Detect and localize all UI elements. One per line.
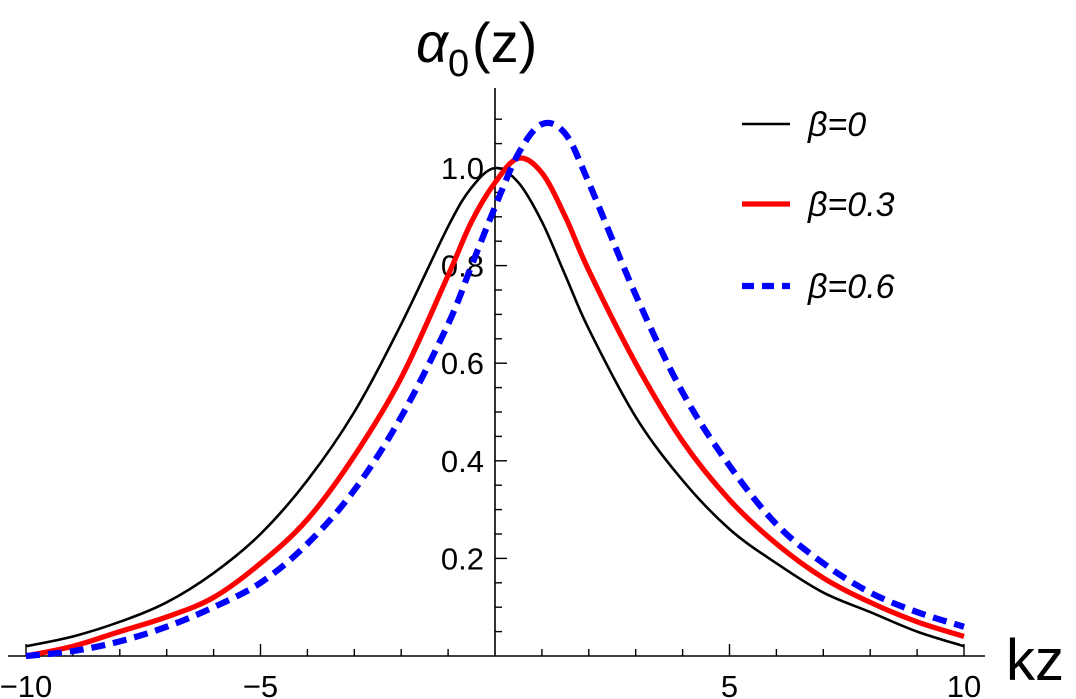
tick-labels: −10 −5 5 100.20.40.60.81.0 — [0, 151, 981, 699]
legend-label-3: β=0.6 — [807, 268, 895, 306]
x-tick-label: −5 — [243, 669, 278, 699]
series-line-3 — [25, 119, 965, 660]
y-tick-label: 0.4 — [441, 444, 484, 479]
title-main: α — [416, 11, 450, 74]
series-lines — [25, 119, 965, 660]
y-tick-label: 0.6 — [441, 346, 484, 381]
legend-label-1: β=0 — [807, 106, 866, 144]
x-tick-label: 5 — [721, 669, 738, 699]
x-tick-label: 10 — [947, 669, 981, 699]
x-axis-label: kz — [1006, 628, 1064, 693]
series-line-1 — [25, 166, 965, 648]
series-line-2 — [25, 155, 965, 659]
legend-label-2: β=0.3 — [807, 186, 895, 224]
y-tick-label: 0.2 — [441, 541, 484, 576]
title-subscript: 0 — [448, 43, 469, 85]
title-argument: (z) — [472, 11, 537, 74]
legend: β=0 β=0.3 β=0.6 — [742, 106, 895, 306]
x-tick-label: −10 — [0, 669, 52, 699]
chart-title: α 0 (z) — [416, 11, 537, 85]
